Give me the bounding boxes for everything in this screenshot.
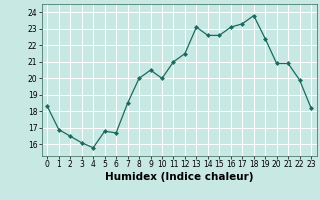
X-axis label: Humidex (Indice chaleur): Humidex (Indice chaleur) — [105, 172, 253, 182]
